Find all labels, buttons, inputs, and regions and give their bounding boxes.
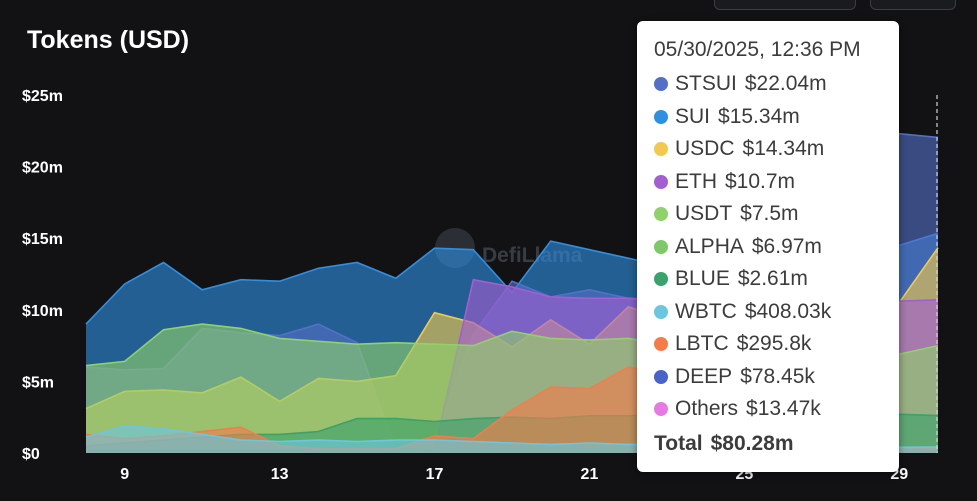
- tooltip-total-label: Total: [654, 431, 703, 455]
- tooltip-series-value: $22.04m: [744, 72, 827, 96]
- tooltip-series-value: $13.47k: [746, 397, 821, 421]
- tooltip-row-alpha: ALPHA $6.97m: [654, 231, 899, 264]
- y-tick-label: $25m: [22, 88, 63, 105]
- tooltip-date: 05/30/2025, 12:36 PM: [654, 38, 861, 61]
- y-tick-label: $5m: [22, 374, 54, 391]
- tooltip-series-value: $408.03k: [744, 299, 832, 323]
- tooltip: 05/30/2025, 12:36 PM STSUI $22.04m SUI $15.…: [637, 21, 899, 472]
- y-tick-label: $0: [22, 446, 40, 463]
- tooltip-row-deep: DEEP $78.45k: [654, 361, 899, 394]
- tooltip-series-label: USDT: [675, 202, 733, 226]
- y-tick-label: $10m: [22, 303, 63, 320]
- tooltip-series-value: $10.7m: [725, 169, 796, 193]
- y-tick-label: $20m: [22, 160, 63, 177]
- tooltip-total-value: $80.28m: [710, 431, 794, 455]
- tooltip-series-value: $2.61m: [737, 267, 808, 291]
- tooltip-total: Total $80.28m: [654, 428, 899, 460]
- tooltip-row-stsui: STSUI $22.04m: [654, 68, 899, 101]
- tooltip-series-label: ALPHA: [675, 234, 744, 258]
- tooltip-series-label: LBTC: [675, 332, 729, 356]
- toolbar-button[interactable]: [870, 0, 956, 10]
- tooltip-series-label: ETH: [675, 169, 717, 193]
- tooltip-series-value: $15.34m: [718, 104, 800, 128]
- chart-title: Tokens (USD): [27, 26, 190, 54]
- tooltip-series-label: DEEP: [675, 364, 733, 388]
- legend-dot: [654, 402, 668, 417]
- tooltip-rows: STSUI $22.04m SUI $15.34m USDC $14.34m ETH $10.…: [654, 68, 899, 426]
- toolbar-button[interactable]: [714, 0, 856, 10]
- x-tick-label: 17: [426, 466, 444, 483]
- tooltip-series-value: $295.8k: [736, 332, 812, 356]
- tooltip-series-value: $6.97m: [751, 234, 822, 258]
- tooltip-series-value: $7.5m: [740, 202, 799, 226]
- tooltip-row-usdt: USDT $7.5m: [654, 198, 899, 231]
- legend-dot: [654, 369, 668, 384]
- legend-dot: [654, 304, 668, 319]
- legend-dot: [654, 142, 668, 157]
- y-tick-label: $15m: [22, 231, 63, 248]
- tooltip-series-label: SUI: [675, 104, 711, 128]
- legend-dot: [654, 109, 668, 124]
- tooltip-series-value: $78.45k: [740, 364, 815, 388]
- tooltip-row-eth: ETH $10.7m: [654, 166, 899, 199]
- legend-dot: [654, 272, 668, 287]
- tooltip-series-label: USDC: [675, 137, 735, 161]
- x-tick-label: 9: [120, 466, 129, 483]
- tooltip-series-value: $14.34m: [742, 137, 825, 161]
- tooltip-row-others: Others $13.47k: [654, 393, 899, 426]
- legend-dot: [654, 337, 668, 352]
- tooltip-series-label: STSUI: [675, 72, 737, 96]
- tooltip-row-sui: SUI $15.34m: [654, 101, 899, 134]
- tooltip-row-wbtc: WBTC $408.03k: [654, 296, 899, 329]
- legend-dot: [654, 207, 668, 222]
- tooltip-series-label: WBTC: [675, 299, 737, 323]
- legend-dot: [654, 239, 668, 254]
- x-tick-label: 21: [581, 466, 599, 483]
- tooltip-row-lbtc: LBTC $295.8k: [654, 328, 899, 361]
- x-tick-label: 13: [271, 466, 289, 483]
- legend-dot: [654, 174, 668, 189]
- tooltip-row-blue: BLUE $2.61m: [654, 263, 899, 296]
- legend-dot: [654, 77, 668, 92]
- tooltip-series-label: BLUE: [675, 267, 730, 291]
- tooltip-series-label: Others: [675, 397, 739, 421]
- tooltip-row-usdc: USDC $14.34m: [654, 133, 899, 166]
